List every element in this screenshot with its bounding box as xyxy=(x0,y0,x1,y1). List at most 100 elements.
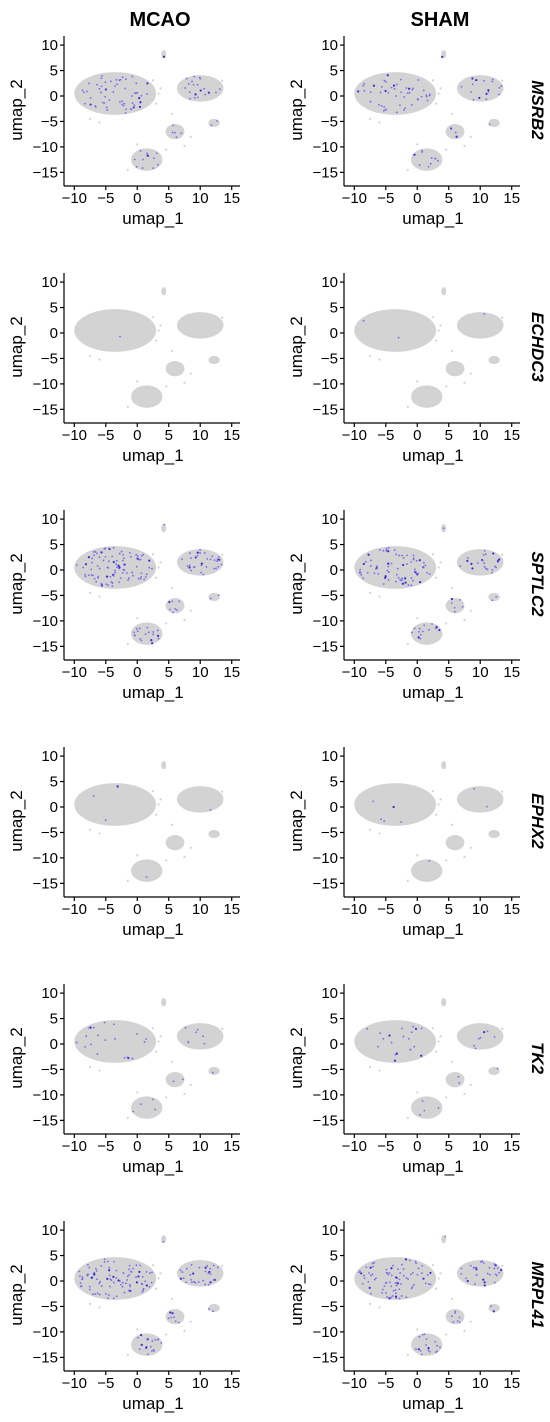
expressing-cell xyxy=(390,86,393,89)
stray-cell xyxy=(501,79,504,82)
y-tick-label: 5 xyxy=(330,1011,338,1028)
expressing-cell xyxy=(86,1274,89,1277)
stray-cell xyxy=(450,1297,453,1300)
expressing-cell xyxy=(109,1278,112,1281)
x-tick-label: −10 xyxy=(342,190,367,207)
x-tick-label: −10 xyxy=(62,190,87,207)
y-tick-label: 0 xyxy=(330,1273,338,1290)
y-tick-label: −5 xyxy=(41,350,58,367)
expressing-cell xyxy=(133,104,136,107)
expressing-cell xyxy=(394,1295,398,1298)
cluster-right xyxy=(176,1260,224,1287)
y-tick-label: −10 xyxy=(313,139,338,156)
x-tick-label: −5 xyxy=(97,901,114,918)
x-axis-title: umap_1 xyxy=(122,1394,183,1413)
expressing-cell xyxy=(483,1031,486,1034)
expressing-cell xyxy=(498,86,501,89)
expressing-cell xyxy=(491,78,494,81)
expressing-cell xyxy=(216,558,219,561)
expressing-cell xyxy=(394,1053,397,1056)
stray-cell xyxy=(450,349,453,352)
expressing-cell xyxy=(453,610,456,613)
stray-cell xyxy=(406,405,409,408)
expressing-cell xyxy=(457,1076,460,1078)
expressing-cell xyxy=(431,623,433,625)
expressing-cell xyxy=(376,565,378,567)
expressing-cell xyxy=(79,1285,82,1288)
expressing-cell xyxy=(487,90,490,93)
cluster-mid-small xyxy=(445,1072,465,1088)
expressing-cell xyxy=(117,564,120,567)
stray-cell xyxy=(151,1027,155,1030)
gene-label: SPTLC2 xyxy=(528,551,547,617)
expressing-cell xyxy=(181,558,183,560)
stray-cell xyxy=(437,566,440,569)
expressing-cell xyxy=(151,1271,153,1274)
expressing-cell xyxy=(458,598,461,601)
expressing-cell xyxy=(163,523,166,526)
x-tick-label: −5 xyxy=(377,1138,394,1155)
expressing-cell xyxy=(188,564,191,567)
expressing-cell xyxy=(369,565,372,567)
expressing-cell xyxy=(206,557,209,560)
expressing-cell xyxy=(197,96,199,99)
expressing-cell xyxy=(400,91,402,94)
expressing-cell xyxy=(128,1264,131,1267)
expressing-cell xyxy=(415,560,418,562)
expressing-cell xyxy=(372,84,376,87)
expressing-cell xyxy=(178,600,181,603)
x-tick-label: 15 xyxy=(503,901,520,918)
expressing-cell xyxy=(109,575,112,578)
stray-cell xyxy=(450,586,453,589)
expressing-cell xyxy=(108,547,111,551)
expressing-cell xyxy=(92,1026,95,1029)
expressing-cell xyxy=(420,1353,423,1356)
expressing-cell xyxy=(114,569,116,572)
expressing-cell xyxy=(209,1281,212,1284)
expressing-cell xyxy=(182,1277,185,1280)
x-tick-label: 10 xyxy=(472,427,489,444)
expressing-cell xyxy=(113,1037,116,1040)
stray-cell xyxy=(463,1270,466,1273)
y-tick-label: 0 xyxy=(330,562,338,579)
expressing-cells xyxy=(358,1235,503,1356)
expressing-cell xyxy=(179,1269,182,1272)
expressing-cell xyxy=(89,97,92,99)
x-tick-label: −5 xyxy=(97,664,114,681)
expressing-cell xyxy=(401,582,405,585)
expressing-cell xyxy=(146,626,149,629)
x-axis-title: umap_1 xyxy=(402,1157,463,1176)
expressing-cell xyxy=(411,631,413,634)
expressing-cell xyxy=(145,573,148,576)
expressing-cell xyxy=(405,87,408,89)
cluster-right-small xyxy=(208,829,220,839)
stray-cell xyxy=(159,798,162,801)
stray-cell xyxy=(170,1060,173,1063)
cluster-bottom xyxy=(130,1333,163,1356)
expressing-cell xyxy=(389,1281,391,1284)
stray-cell xyxy=(155,1050,158,1053)
expressing-cell xyxy=(359,1270,361,1272)
expressing-cell xyxy=(154,1338,157,1341)
expressing-cell xyxy=(187,1041,190,1044)
stray-cell xyxy=(165,1096,168,1099)
x-tick-label: 0 xyxy=(133,1138,141,1155)
expressing-cell xyxy=(169,1311,172,1314)
expressing-cell xyxy=(127,1289,130,1292)
expressing-cell xyxy=(420,1054,423,1057)
stray-cell xyxy=(221,79,224,82)
y-tick-label: −10 xyxy=(33,139,58,156)
expressing-cell xyxy=(421,1100,424,1102)
stray-cell xyxy=(136,1091,139,1094)
expressing-cell xyxy=(130,1271,133,1273)
expressing-cell xyxy=(362,577,365,580)
expressing-cell xyxy=(498,1271,501,1274)
stray-cell xyxy=(463,381,466,384)
y-tick-label: 0 xyxy=(330,799,338,816)
expressing-cell xyxy=(392,1289,395,1292)
expressing-cell xyxy=(419,637,422,640)
expressing-cell xyxy=(392,805,395,809)
expressing-cell xyxy=(125,108,127,111)
expressing-cell xyxy=(130,108,133,111)
expressing-cell xyxy=(196,83,199,86)
